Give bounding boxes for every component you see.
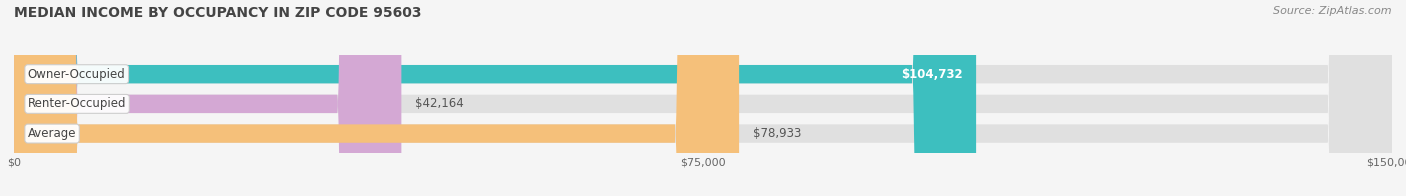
Text: Renter-Occupied: Renter-Occupied [28, 97, 127, 110]
FancyBboxPatch shape [14, 0, 740, 196]
Text: $42,164: $42,164 [415, 97, 464, 110]
Text: Owner-Occupied: Owner-Occupied [28, 68, 125, 81]
FancyBboxPatch shape [14, 0, 401, 196]
FancyBboxPatch shape [14, 0, 976, 196]
Text: $78,933: $78,933 [752, 127, 801, 140]
FancyBboxPatch shape [14, 0, 1392, 196]
Text: $104,732: $104,732 [901, 68, 962, 81]
Text: MEDIAN INCOME BY OCCUPANCY IN ZIP CODE 95603: MEDIAN INCOME BY OCCUPANCY IN ZIP CODE 9… [14, 6, 422, 20]
FancyBboxPatch shape [14, 0, 1392, 196]
FancyBboxPatch shape [14, 0, 1392, 196]
Text: Average: Average [28, 127, 76, 140]
Text: Source: ZipAtlas.com: Source: ZipAtlas.com [1274, 6, 1392, 16]
